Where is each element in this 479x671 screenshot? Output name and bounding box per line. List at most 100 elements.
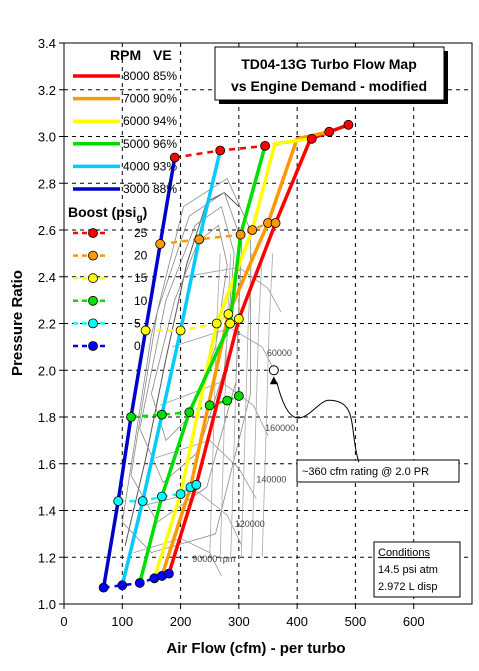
y-tick-label: 2.6 (38, 223, 56, 238)
boost-point-20 (155, 239, 166, 249)
y-tick-label: 1.0 (38, 597, 56, 612)
y-tick-label: 2.2 (38, 317, 56, 332)
conditions-line2: 2.972 L disp (378, 581, 438, 593)
boost-point-5 (175, 489, 186, 500)
legend-rpm-6000: 6000 (123, 114, 150, 128)
speed-line (151, 439, 257, 499)
rpm-legend: RPM VE 8000 85%7000 90%6000 94%5000 96%4000 9… (73, 47, 177, 196)
legend-boost-header: Boost (psig) (68, 204, 147, 224)
legend-rpm-header: RPM (110, 47, 141, 63)
legend-boost-25: 25 (134, 226, 148, 240)
conditions-frame (373, 541, 461, 598)
callout-leader (276, 382, 360, 463)
legend-boost-marker-25 (88, 228, 98, 238)
legend-boost-20: 20 (134, 249, 148, 263)
map-speed-label: 120000 (235, 519, 265, 529)
legend-boost-0: 0 (134, 339, 141, 353)
y-tick-label: 3.4 (38, 36, 56, 51)
boost-point-20 (235, 229, 246, 240)
boost-point-25 (215, 145, 226, 156)
map-speed-label: 90000 rpm (192, 554, 235, 564)
boost-point-5 (137, 496, 148, 507)
callout-text: ~360 cfm rating @ 2.0 PR (302, 466, 429, 478)
boost-point-5 (191, 479, 202, 490)
x-tick-label: 500 (345, 614, 367, 629)
map-speed-label: 160000 (265, 423, 295, 433)
boost-legend: Boost (psig) 25 20 15 10 5 0 (68, 204, 148, 353)
axis-ticks: 0 100 200 300 400 500 6001.01.21.41.61.82.02.2… (38, 36, 425, 629)
x-tick-label: 100 (111, 614, 133, 629)
y-tick-label: 2.8 (38, 176, 56, 191)
boost-header-text: Boost (psi (68, 204, 136, 220)
legend-ve-3000: 88% (153, 182, 177, 196)
y-tick-label: 1.4 (38, 504, 56, 519)
legend-boost-marker-10 (88, 295, 98, 306)
boost-point-10 (222, 395, 233, 406)
legend-boost-marker-5 (88, 318, 98, 329)
boost-header-sub: g (136, 213, 142, 224)
boost-point-10 (204, 400, 215, 411)
boost-point-25 (324, 126, 335, 137)
boost-point-15 (140, 325, 151, 336)
rpm-line-5000 (138, 145, 267, 584)
title-frame (214, 46, 445, 101)
callout-arrowhead (269, 376, 278, 385)
conditions-line1: 14.5 psi atm (378, 564, 438, 576)
y-tick-label: 2.0 (38, 363, 56, 378)
conditions-title: Conditions (378, 547, 430, 559)
boost-point-25 (260, 140, 270, 151)
x-tick-label: 0 (60, 614, 67, 629)
legend-ve-8000: 85% (153, 69, 177, 83)
rpm-line-3000 (101, 157, 177, 588)
chart-title-box: TD04-13G Turbo Flow Map vs Engine Demand… (214, 46, 448, 104)
legend-ve-header: VE (153, 47, 172, 63)
legend-rpm-3000: 3000 (123, 182, 150, 196)
y-tick-label: 2.4 (38, 270, 56, 285)
boost-point-25 (169, 152, 180, 163)
efficiency-island (139, 205, 235, 484)
boost-point-0 (117, 580, 128, 591)
boost-point-10 (233, 391, 244, 401)
x-tick-label: 400 (286, 614, 308, 629)
map-speed-label: 60000 (267, 348, 292, 358)
boost-point-0 (98, 582, 109, 593)
boost-point-15 (211, 318, 222, 329)
boost-point-15 (175, 325, 186, 336)
chart-title-line2: vs Engine Demand - modified (231, 78, 427, 94)
legend-ve-6000: 94% (153, 114, 177, 128)
boost-point-25 (343, 119, 354, 130)
legend-ve-7000: 90% (153, 92, 177, 106)
boost-point-10 (157, 409, 167, 420)
boost-point-10 (184, 407, 195, 418)
cfm-callout: ~360 cfm rating @ 2.0 PR (268, 365, 460, 483)
rpm-lines (101, 123, 350, 588)
choke-line (209, 253, 221, 558)
speed-line (133, 538, 222, 577)
x-axis-title: Air Flow (cfm) - per turbo (166, 640, 345, 657)
map-speed-label: 140000 (256, 474, 286, 484)
boost-point-20 (247, 225, 258, 235)
y-axis-title: Pressure Ratio (9, 270, 26, 376)
data-points (98, 119, 354, 593)
y-tick-label: 1.2 (38, 550, 56, 565)
speed-line (142, 491, 243, 546)
boost-line-15 (145, 311, 240, 332)
legend-rpm-7000: 7000 (123, 92, 150, 106)
boost-point-5 (113, 496, 124, 507)
legend-boost-marker-15 (88, 273, 98, 284)
rpm-line-7000 (160, 130, 330, 577)
y-tick-label: 3.2 (38, 83, 56, 98)
boost-point-5 (157, 491, 167, 502)
boost-point-10 (126, 412, 136, 422)
boost-point-15 (223, 309, 234, 320)
choke-line (251, 253, 263, 558)
rpm-line-8000 (167, 123, 350, 575)
y-tick-label: 1.8 (38, 410, 56, 425)
legend-boost-5: 5 (134, 316, 141, 330)
x-tick-label: 200 (170, 614, 192, 629)
speed-line (171, 327, 278, 376)
legend-boost-marker-20 (88, 250, 98, 261)
conditions-box: Conditions 14.5 psi atm 2.972 L disp (373, 541, 461, 598)
x-tick-label: 600 (403, 614, 425, 629)
